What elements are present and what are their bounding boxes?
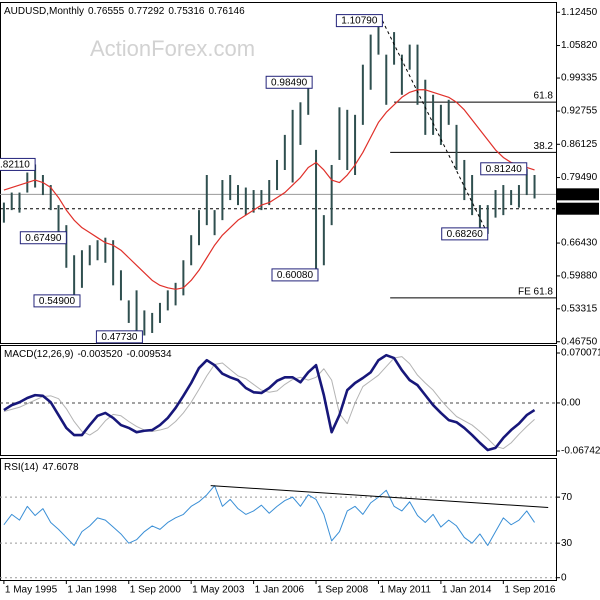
pivot-box — [265, 75, 313, 89]
x-tick-label: 1 May 2011 — [379, 585, 431, 596]
pivot-label: 0.82110 — [0, 160, 30, 171]
trendline — [381, 20, 489, 235]
level-label: 38.2 — [534, 141, 554, 152]
panel-frame — [0, 458, 557, 581]
y-tick-label: -0.067423 — [561, 446, 600, 457]
readout: 0.76146 — [209, 6, 246, 17]
y-tick-label: 30 — [561, 538, 573, 549]
x-tick-label: 1 May 1995 — [5, 585, 58, 596]
x-tick-label: 1 Jan 1998 — [67, 585, 117, 596]
pivot-label: 0.47730 — [101, 332, 138, 343]
pivot-label: 0.67490 — [25, 233, 62, 244]
series-line — [3, 356, 535, 450]
pivot-label: 0.68260 — [447, 229, 484, 240]
y-tick-label: 0.46750 — [561, 336, 598, 347]
series-line — [3, 353, 536, 452]
y-tick-label: 1.12450 — [561, 7, 598, 18]
level-label: FE 61.8 — [518, 287, 553, 298]
price-tag-box — [557, 202, 599, 215]
pivot-label: 0.81240 — [486, 164, 523, 175]
x-tick-label: 1 Sep 2008 — [317, 585, 369, 596]
panel-frame — [0, 345, 557, 456]
y-tick-label: 0.59880 — [561, 271, 598, 282]
series-line — [3, 485, 535, 546]
panel-title: MACD(12,26,9) -0.003520 -0.009534 — [4, 349, 172, 360]
y-tick-label: 70 — [561, 492, 573, 503]
y-tick-label: 0.86125 — [561, 139, 598, 150]
x-tick-label: 1 Sep 2016 — [504, 585, 556, 596]
pivot-box — [0, 157, 36, 171]
pivot-box — [441, 227, 489, 241]
level-label: 61.8 — [534, 91, 554, 102]
pivot-box — [335, 14, 383, 28]
y-tick-label: 0.99335 — [561, 73, 598, 84]
pivot-box — [480, 162, 528, 176]
y-tick-label: 1.05820 — [561, 40, 598, 51]
pivot-label: 0.60080 — [277, 270, 314, 281]
readout: -0.003520 — [77, 349, 122, 360]
panel-title: RSI(14) 47.6078 — [4, 462, 79, 473]
trendline — [210, 485, 549, 508]
series-line — [3, 89, 535, 290]
x-tick-label: 1 May 2003 — [192, 585, 245, 596]
readout: -0.009534 — [127, 349, 172, 360]
y-tick-label: 0.92755 — [561, 106, 598, 117]
y-tick-label: 0.66430 — [561, 238, 598, 249]
title: MACD(12,26,9) — [4, 349, 73, 360]
y-tick-label: 0 — [561, 572, 567, 583]
panel-frame — [0, 2, 557, 344]
y-tick-label: 0.070071 — [561, 348, 600, 359]
price-tag-label: 0.73280 — [561, 204, 598, 215]
readout: 0.75316 — [168, 6, 205, 17]
readout: 0.77292 — [128, 6, 165, 17]
x-tick-label: 1 Sep 2000 — [130, 585, 182, 596]
y-tick-label: 0.00 — [561, 398, 581, 409]
panel-title: AUDUSD,Monthly 0.76555 0.77292 0.75316 0.761… — [4, 6, 245, 17]
title: AUDUSD,Monthly — [4, 6, 84, 17]
pivot-label: 0.54900 — [39, 296, 76, 307]
pivot-box — [33, 294, 81, 308]
readout: 0.76555 — [88, 6, 125, 17]
y-tick-label: 0.53315 — [561, 303, 598, 314]
price-tag-label: 0.76146 — [561, 189, 598, 200]
x-tick-label: 1 Jan 2014 — [442, 585, 492, 596]
title: RSI(14) — [4, 462, 38, 473]
pivot-label: 0.98490 — [271, 77, 308, 88]
y-tick-label: 0.79490 — [561, 172, 598, 183]
readout: 47.6078 — [42, 462, 79, 473]
x-tick-label: 1 Jan 2006 — [255, 585, 305, 596]
watermark: ActionForex.com — [90, 36, 255, 61]
pivot-label: 1.10790 — [341, 16, 378, 27]
pivot-box — [95, 330, 143, 344]
pivot-box — [19, 231, 67, 245]
price-tag-box — [557, 188, 599, 201]
pivot-box — [271, 268, 319, 282]
